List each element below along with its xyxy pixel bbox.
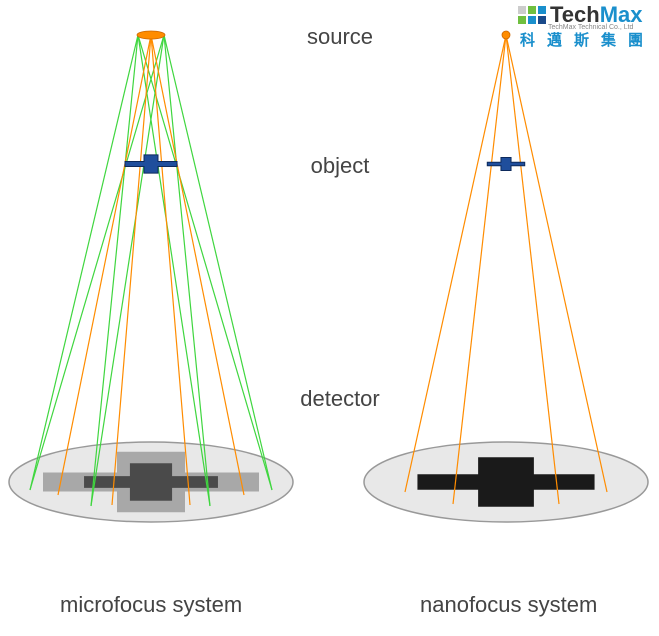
microfocus-ray-green [91, 35, 164, 506]
nanofocus-ray-orange [453, 35, 506, 504]
nanofocus-source [502, 31, 510, 39]
nanofocus-ray-orange [506, 35, 607, 492]
microfocus-ray-green [138, 35, 272, 490]
microfocus-ray-green [30, 35, 164, 490]
diagram-svg [0, 0, 659, 636]
nanofocus-object-cross [487, 157, 524, 170]
microfocus-ray-green [30, 35, 138, 490]
microfocus-object-cross [125, 155, 177, 173]
nanofocus-ray-orange [506, 35, 559, 504]
microfocus-source [137, 31, 165, 39]
microfocus-ray-orange [58, 35, 151, 495]
nanofocus-ray-orange [405, 35, 506, 492]
microfocus-ray-green [164, 35, 272, 490]
